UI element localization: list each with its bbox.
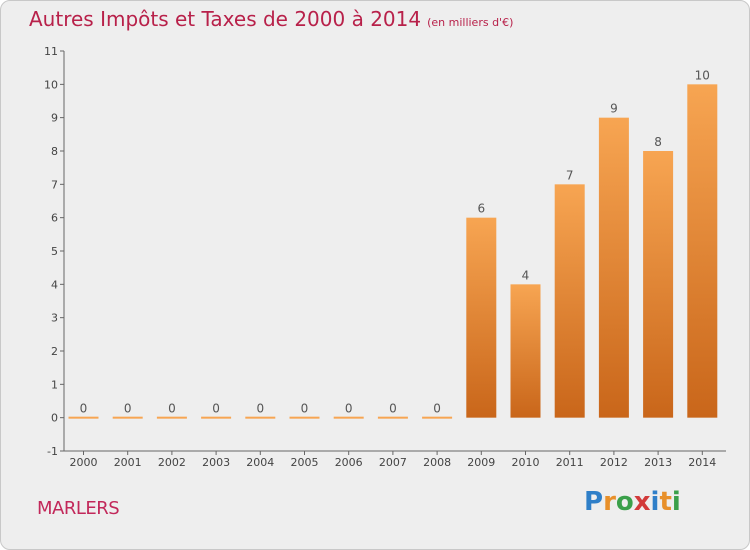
data-label: 7 (566, 168, 574, 182)
chart-title-text: Autres Impôts et Taxes de 2000 à 2014 (29, 7, 422, 31)
logo-letter: i (650, 487, 660, 517)
bar (643, 151, 674, 418)
bar (333, 416, 364, 419)
data-label: 8 (654, 135, 662, 149)
data-label: 9 (610, 102, 618, 116)
data-label: 0 (80, 402, 88, 416)
y-tick-label: 10 (44, 78, 58, 91)
bar (112, 416, 143, 419)
bar (245, 416, 276, 419)
bar (201, 416, 232, 419)
bar (510, 284, 541, 418)
chart-title: Autres Impôts et Taxes de 2000 à 2014 (en… (29, 7, 513, 31)
bar (68, 416, 99, 419)
logo-letter: i (671, 487, 681, 517)
logo-letter: r (603, 487, 616, 517)
y-tick-label: 9 (51, 112, 58, 125)
bar (598, 117, 629, 418)
logo-letter: x (633, 487, 651, 517)
y-tick-label: 3 (51, 312, 58, 325)
data-label: 0 (124, 402, 132, 416)
data-label: 4 (522, 268, 530, 282)
x-tick-label: 2012 (600, 456, 628, 469)
y-tick-label: 5 (51, 245, 58, 258)
x-tick-label: 2013 (644, 456, 672, 469)
x-tick-label: 2006 (335, 456, 363, 469)
data-label: 10 (695, 68, 710, 82)
data-label: 0 (345, 402, 353, 416)
bar (377, 416, 408, 419)
data-label: 0 (256, 402, 264, 416)
y-tick-label: -1 (47, 445, 58, 458)
x-tick-label: 2005 (291, 456, 319, 469)
x-tick-label: 2000 (70, 456, 98, 469)
bar (554, 184, 585, 418)
logo-letter: o (615, 487, 634, 517)
data-label: 6 (477, 202, 485, 216)
x-tick-label: 2009 (467, 456, 495, 469)
logo-letter: t (659, 487, 672, 517)
data-label: 0 (389, 402, 397, 416)
bar (466, 217, 497, 418)
x-tick-label: 2003 (202, 456, 230, 469)
y-tick-label: 8 (51, 145, 58, 158)
x-tick-label: 2014 (688, 456, 716, 469)
x-tick-label: 2011 (556, 456, 584, 469)
proxiti-logo[interactable]: Proxiti (584, 487, 681, 517)
x-tick-label: 2002 (158, 456, 186, 469)
x-tick-label: 2001 (114, 456, 142, 469)
data-label: 0 (433, 402, 441, 416)
y-tick-label: 6 (51, 212, 58, 225)
data-label: 0 (168, 402, 176, 416)
y-tick-label: 11 (44, 45, 58, 58)
bar (156, 416, 187, 419)
y-tick-label: 0 (51, 412, 58, 425)
x-tick-label: 2007 (379, 456, 407, 469)
bar (289, 416, 320, 419)
logo-letter: P (584, 487, 604, 517)
commune-name: MARLERS (37, 498, 120, 519)
y-tick-label: 4 (51, 278, 58, 291)
y-tick-label: 2 (51, 345, 58, 358)
chart-subtitle: (en milliers d'€) (427, 16, 514, 29)
data-label: 0 (212, 402, 220, 416)
x-tick-label: 2004 (246, 456, 274, 469)
y-tick-label: 1 (51, 378, 58, 391)
data-label: 0 (301, 402, 309, 416)
bar (422, 416, 453, 419)
bar (687, 84, 718, 418)
y-tick-label: 7 (51, 178, 58, 191)
x-tick-label: 2010 (512, 456, 540, 469)
x-tick-label: 2008 (423, 456, 451, 469)
